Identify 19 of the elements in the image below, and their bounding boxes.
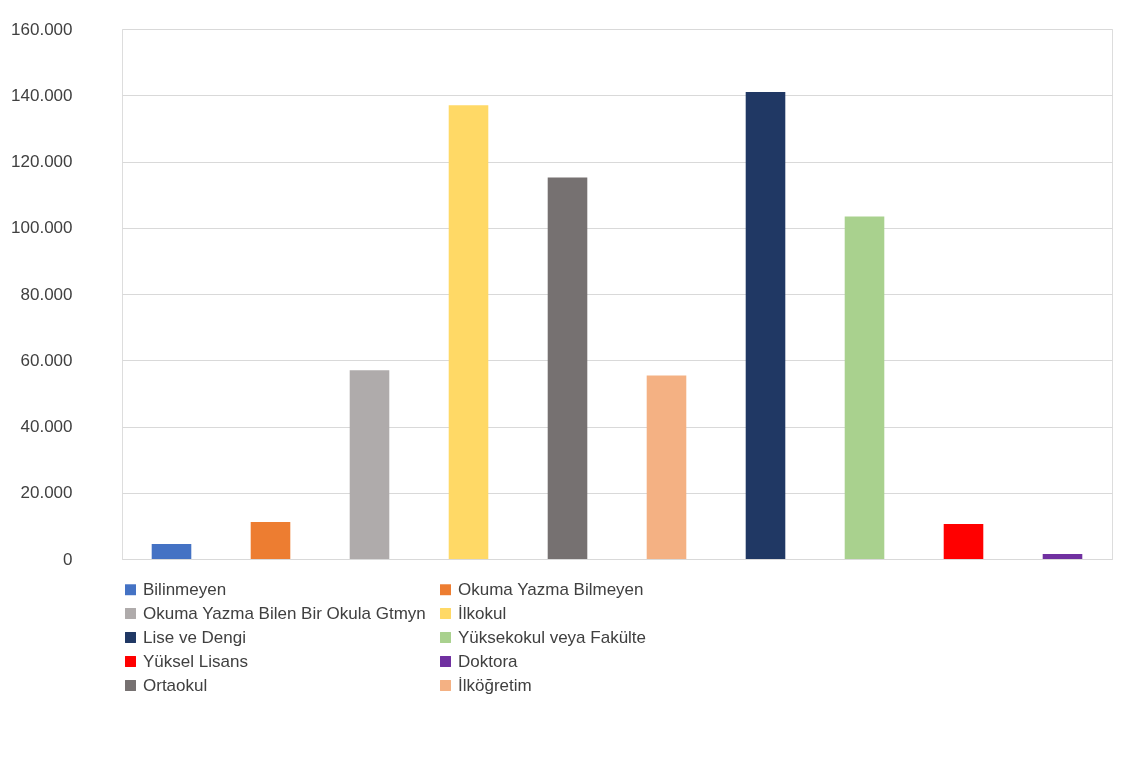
legend-label: Lise ve Dengi	[143, 627, 247, 647]
legend-label: Doktora	[458, 651, 519, 671]
legend-label: Yüksekokul veya Fakülte	[458, 627, 647, 647]
y-tick-label: 100.000	[11, 218, 73, 238]
y-tick-label: 60.000	[20, 350, 73, 370]
legend-label: Okuma Yazma Bilen Bir Okula Gtmyn	[143, 603, 426, 623]
legend-label: Bilinmeyen	[143, 579, 227, 599]
legend-label: İlkokul	[458, 603, 507, 623]
y-tick-label: 40.000	[20, 417, 73, 436]
legend-label: Yüksel Lisans	[143, 651, 248, 671]
legend-label: Okuma Yazma Bilmeyen	[458, 579, 644, 599]
legend-label: İlköğretim	[458, 675, 532, 695]
y-tick-label: 120.000	[11, 152, 73, 171]
y-tick-label: 160.000	[11, 19, 73, 39]
y-tick-label: 20.000	[20, 483, 73, 503]
y-tick-label: 80.000	[20, 284, 73, 304]
legend-label: Ortaokul	[143, 675, 208, 695]
y-tick-label: 0	[63, 549, 73, 569]
y-tick-label: 140.000	[11, 85, 73, 105]
